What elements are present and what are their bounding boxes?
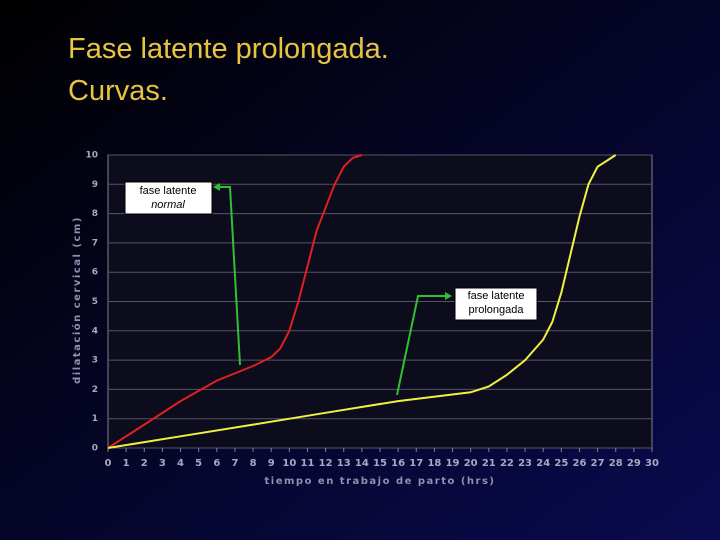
x-tick-label: 6 — [213, 458, 220, 469]
annotation-text: normal — [151, 199, 185, 211]
x-tick-label: 10 — [282, 458, 296, 469]
x-axis-label: tiempo en trabajo de parto (hrs) — [265, 476, 496, 487]
x-tick-label: 12 — [319, 458, 333, 469]
x-tick-label: 16 — [391, 458, 405, 469]
y-tick-label: 7 — [92, 238, 98, 248]
annotation-box — [124, 181, 213, 215]
x-tick-label: 26 — [573, 458, 587, 469]
x-tick-label: 8 — [250, 458, 257, 469]
arrow-head — [445, 292, 452, 300]
x-tick-label: 13 — [337, 458, 351, 469]
x-tick-label: 5 — [195, 458, 202, 469]
y-tick-label: 10 — [85, 151, 98, 161]
x-tick-label: 25 — [554, 458, 568, 469]
title-line: Fase latente prolongada. — [68, 33, 389, 65]
x-tick-label: 9 — [268, 458, 275, 469]
x-tick-label: 27 — [591, 458, 605, 469]
arrow — [396, 295, 447, 396]
title-line: Curvas. — [68, 75, 168, 107]
y-tick-label: 6 — [92, 268, 98, 278]
x-tick-label: 29 — [627, 458, 641, 469]
y-tick-label: 9 — [92, 180, 98, 190]
x-tick-label: 7 — [231, 458, 238, 469]
x-tick-label: 15 — [373, 458, 387, 469]
x-tick-label: 0 — [105, 458, 112, 469]
annotation-text: fase latente — [468, 290, 525, 302]
y-tick-label: 2 — [92, 385, 98, 395]
arrow-head — [213, 183, 220, 191]
x-tick-label: 3 — [159, 458, 166, 469]
annotation-prolongada: fase latente prolongada — [396, 287, 538, 396]
y-tick-label: 8 — [92, 209, 98, 219]
annotation-normal: fase latente normal — [124, 181, 241, 366]
series-line — [107, 154, 363, 449]
x-tick-label: 14 — [355, 458, 369, 469]
x-tick-label: 19 — [446, 458, 460, 469]
x-tick-label: 11 — [301, 458, 315, 469]
x-tick-label: 20 — [464, 458, 478, 469]
arrow — [217, 186, 241, 366]
x-tick-label: 2 — [141, 458, 148, 469]
x-tick-label: 21 — [482, 458, 496, 469]
y-tick-label: 1 — [92, 414, 98, 424]
x-tick-label: 18 — [427, 458, 441, 469]
x-tick-label: 22 — [500, 458, 514, 469]
x-tick-label: 23 — [518, 458, 532, 469]
y-axis-label: dilatación cervical (cm) — [71, 216, 83, 384]
x-tick-label: 30 — [645, 458, 659, 469]
y-tick-label: 3 — [92, 356, 98, 366]
x-tick-label: 1 — [123, 458, 130, 469]
annotation-text: prolongada — [468, 304, 524, 316]
y-tick-label: 4 — [92, 326, 98, 336]
x-tick-label: 17 — [409, 458, 423, 469]
x-tick-label: 4 — [177, 458, 184, 469]
annotation-box — [454, 287, 538, 321]
x-tick-label: 28 — [609, 458, 623, 469]
y-tick-label: 5 — [92, 297, 98, 307]
annotation-text: fase latente — [140, 185, 197, 197]
x-tick-label: 24 — [536, 458, 550, 469]
series-line — [107, 154, 617, 449]
y-tick-label: 0 — [92, 444, 98, 454]
